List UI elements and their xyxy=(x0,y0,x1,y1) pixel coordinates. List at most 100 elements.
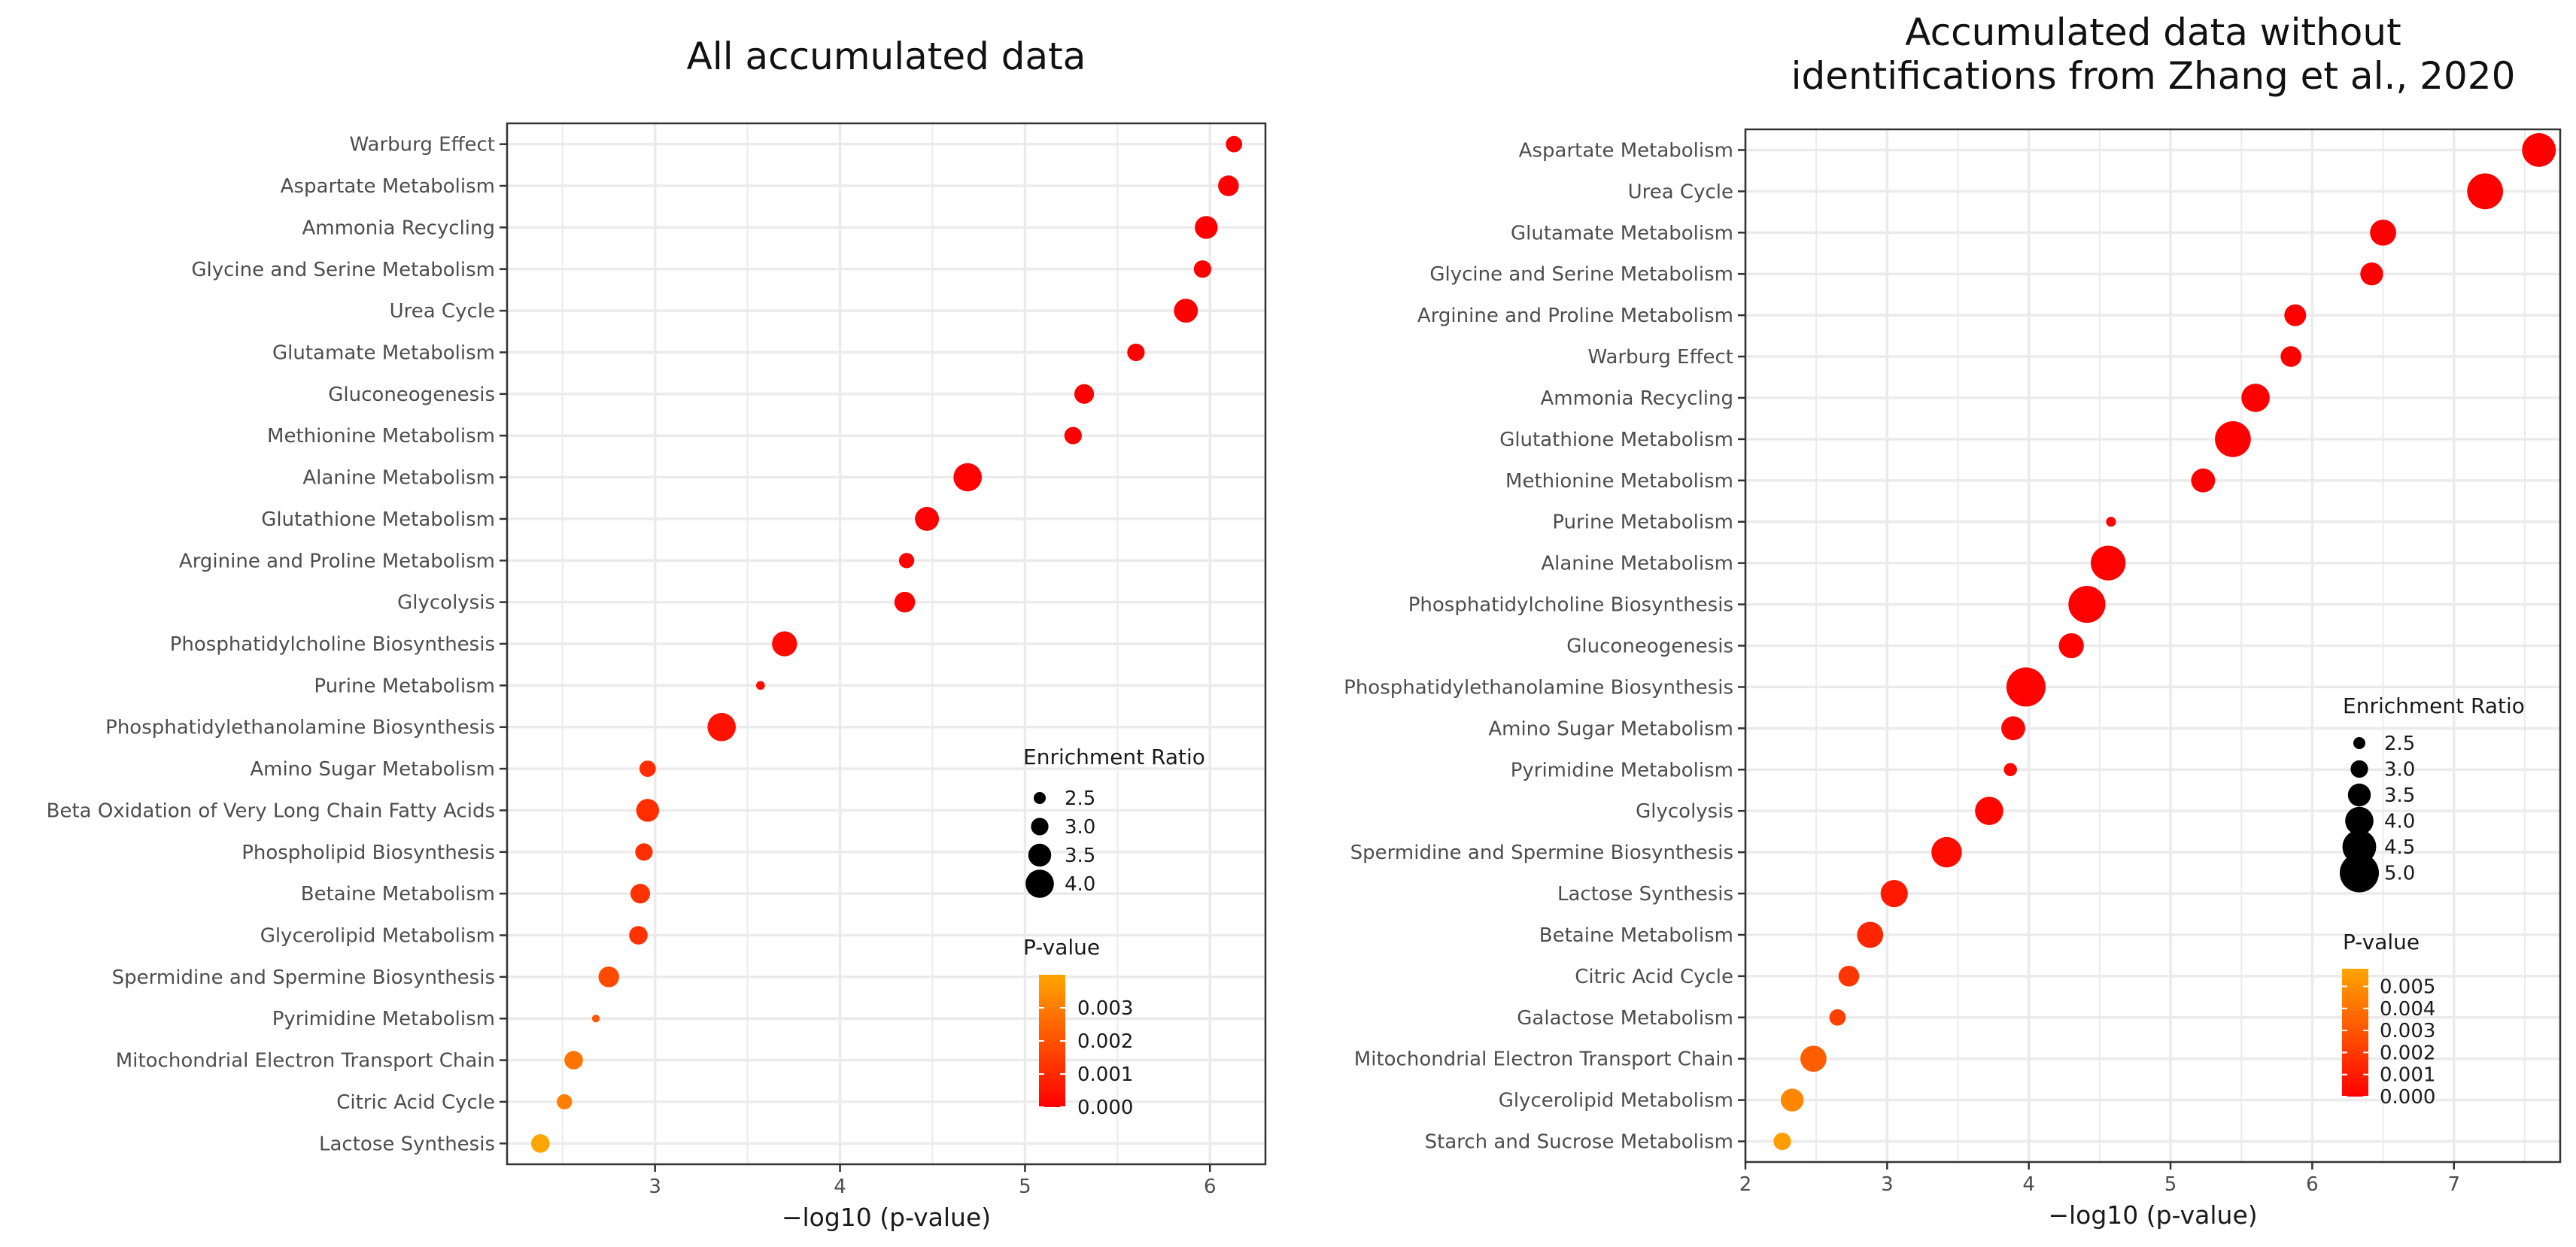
x-tick-label: 3 xyxy=(649,1176,661,1198)
y-tick-label: Arginine and Proline Metabolism xyxy=(1417,305,1733,327)
legend-color-label: 0.003 xyxy=(2380,1020,2435,1042)
data-point xyxy=(2003,763,2017,776)
legend-size-label: 4.0 xyxy=(1065,873,1095,896)
legend-colorbar xyxy=(2342,969,2368,1097)
data-point xyxy=(564,1051,583,1070)
y-tick-label: Glutathione Metabolism xyxy=(261,508,495,531)
data-point xyxy=(2068,586,2106,624)
data-point xyxy=(1800,1045,1827,1073)
y-tick-label: Alanine Metabolism xyxy=(302,467,495,490)
y-tick-label: Glutathione Metabolism xyxy=(1499,429,1733,451)
y-tick-label: Mitochondrial Electron Transport Chain xyxy=(116,1050,495,1073)
y-tick-label: Glutamate Metabolism xyxy=(272,341,495,364)
y-tick-label: Ammonia Recycling xyxy=(1540,387,1733,410)
data-point xyxy=(2522,133,2556,167)
data-point xyxy=(1773,1132,1791,1151)
legend-size-title: Enrichment Ratio xyxy=(1023,745,1205,769)
left-chart: All accumulated data Enrichment Ratio 2.5 3… xyxy=(47,35,1267,1232)
data-point xyxy=(1829,1009,1846,1026)
data-point xyxy=(1857,921,1884,948)
y-tick-label: Glycolysis xyxy=(397,592,495,614)
data-point xyxy=(1931,836,1962,868)
data-point xyxy=(755,681,765,690)
data-point xyxy=(1218,175,1239,196)
data-point xyxy=(2467,173,2504,210)
legend-size-label: 4.0 xyxy=(2384,811,2415,833)
y-tick-label: Phosphatidylethanolamine Biosynthesis xyxy=(1344,676,1733,699)
y-tick-label: Aspartate Metabolism xyxy=(1519,139,1733,162)
legend-color-title: P-value xyxy=(2343,930,2420,954)
legend-size-key xyxy=(2347,783,2371,807)
x-axis-title: −log10 (p-value) xyxy=(782,1203,991,1232)
y-tick-label: Urea Cycle xyxy=(1628,181,1733,203)
y-tick-label: Warburg Effect xyxy=(1588,346,1733,369)
data-point xyxy=(1880,879,1908,908)
y-tick-label: Purine Metabolism xyxy=(1552,511,1733,534)
data-point xyxy=(2241,384,2270,412)
legend-size-key xyxy=(1028,843,1052,867)
data-point xyxy=(2058,633,2084,659)
data-point xyxy=(635,843,653,861)
legend-size-label: 3.5 xyxy=(2384,784,2415,807)
data-point xyxy=(2284,304,2307,326)
data-point xyxy=(1064,426,1082,444)
legend-color-label: 0.002 xyxy=(1077,1030,1133,1053)
data-point xyxy=(1780,1088,1804,1112)
y-tick-label: Pyrimidine Metabolism xyxy=(1511,759,1733,781)
legend-color-label: 0.000 xyxy=(1077,1097,1133,1119)
y-tick-label: Pyrimidine Metabolism xyxy=(272,1008,495,1030)
y-tick-label: Purine Metabolism xyxy=(314,675,495,697)
y-tick-label: Glycine and Serine Metabolism xyxy=(1429,263,1733,286)
chart-title-line: Accumulated data without xyxy=(1905,11,2401,54)
data-point xyxy=(2006,667,2046,707)
legend-color-label: 0.001 xyxy=(1077,1063,1133,1086)
data-point xyxy=(1193,260,1212,278)
y-tick-label: Amino Sugar Metabolism xyxy=(1488,718,1733,740)
y-tick-label: Lactose Synthesis xyxy=(1557,883,1733,906)
y-tick-label: Spermidine and Spermine Biosynthesis xyxy=(112,966,495,989)
y-tick-label: Phosphatidylcholine Biosynthesis xyxy=(1408,594,1733,617)
y-tick-label: Arginine and Proline Metabolism xyxy=(179,550,495,572)
y-tick-label: Glutamate Metabolism xyxy=(1511,222,1733,244)
data-point xyxy=(2106,517,2116,527)
y-tick-label: Glycine and Serine Metabolism xyxy=(191,259,495,281)
y-tick-label: Phospholipid Biosynthesis xyxy=(242,842,495,864)
y-tick-label: Warburg Effect xyxy=(350,134,495,156)
x-tick-label: 6 xyxy=(1204,1176,1217,1198)
x-tick-label: 5 xyxy=(2164,1173,2177,1196)
data-point xyxy=(629,926,648,945)
legend-size-label: 3.5 xyxy=(1065,845,1095,867)
data-point xyxy=(598,966,619,988)
y-tick-label: Ammonia Recycling xyxy=(302,217,495,239)
data-point xyxy=(772,631,797,657)
data-point xyxy=(1226,135,1243,153)
x-tick-label: 7 xyxy=(2447,1173,2460,1196)
y-tick-label: Betaine Metabolism xyxy=(301,883,495,906)
chart-title-line: identifications from Zhang et al., 2020 xyxy=(1791,54,2516,98)
y-tick-label: Amino Sugar Metabolism xyxy=(250,758,495,781)
data-point xyxy=(915,507,940,531)
legend-size-label: 2.5 xyxy=(1065,787,1095,810)
y-tick-label: Citric Acid Cycle xyxy=(1575,966,1733,988)
data-point xyxy=(1975,796,2003,825)
y-tick-label: Glycolysis xyxy=(1636,800,1733,823)
data-point xyxy=(557,1094,573,1110)
data-point xyxy=(2370,219,2396,246)
data-point xyxy=(2191,468,2216,493)
y-tick-label: Spermidine and Spermine Biosynthesis xyxy=(1350,842,1733,864)
data-point xyxy=(1838,966,1860,987)
legend-size-key xyxy=(1034,792,1046,804)
y-tick-label: Gluconeogenesis xyxy=(1566,636,1733,658)
x-tick-label: 2 xyxy=(1739,1173,1752,1196)
x-tick-label: 6 xyxy=(2306,1173,2319,1196)
legend-color-label: 0.001 xyxy=(2380,1064,2435,1087)
legend-color-label: 0.003 xyxy=(1077,997,1133,1020)
legend-color-title: P-value xyxy=(1023,935,1100,960)
data-point xyxy=(894,591,916,613)
data-point xyxy=(898,553,915,569)
legend-size-label: 5.0 xyxy=(2384,863,2415,885)
data-point xyxy=(630,884,651,904)
legend: Enrichment Ratio 2.5 3.0 3.5 4.0 4.5 5.0 P-valu… xyxy=(2340,693,2525,1109)
legend-color-label: 0.000 xyxy=(2380,1086,2435,1109)
